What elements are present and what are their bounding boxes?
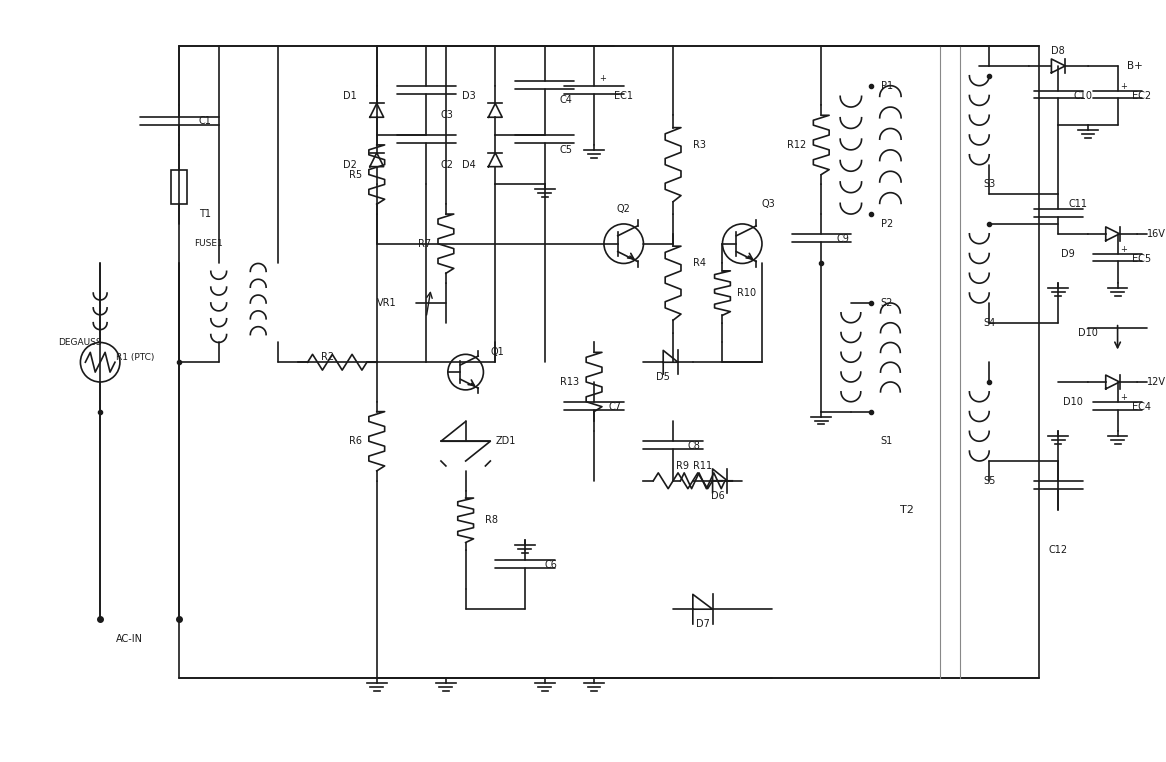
Text: EC1: EC1 xyxy=(613,91,633,101)
Text: C9: C9 xyxy=(836,234,849,244)
Text: EC4: EC4 xyxy=(1132,402,1151,411)
Text: P2: P2 xyxy=(880,219,893,229)
Text: R9: R9 xyxy=(676,461,689,471)
Text: C3: C3 xyxy=(441,110,454,120)
Text: S1: S1 xyxy=(880,437,893,447)
Text: D9: D9 xyxy=(1061,248,1075,258)
Text: +: + xyxy=(1121,82,1128,91)
Text: R4: R4 xyxy=(693,258,705,268)
Text: R6: R6 xyxy=(349,437,361,447)
Text: C7: C7 xyxy=(609,402,621,411)
Bar xyxy=(171,170,187,204)
Text: VR1: VR1 xyxy=(377,298,396,308)
Text: D1: D1 xyxy=(343,91,357,101)
Text: C10: C10 xyxy=(1073,91,1093,101)
Text: C8: C8 xyxy=(688,441,701,451)
Text: D5: D5 xyxy=(656,372,670,382)
Text: C6: C6 xyxy=(545,560,557,570)
Text: C11: C11 xyxy=(1068,199,1088,210)
Text: Q1: Q1 xyxy=(491,347,504,357)
Text: R1 (PTC): R1 (PTC) xyxy=(115,353,154,362)
Text: S4: S4 xyxy=(983,318,996,328)
Text: D8: D8 xyxy=(1052,46,1066,56)
Text: R3: R3 xyxy=(693,140,705,150)
Text: +: + xyxy=(599,74,606,83)
Text: D10: D10 xyxy=(1079,328,1098,338)
Text: S5: S5 xyxy=(983,475,996,485)
Text: Q2: Q2 xyxy=(617,204,631,214)
Text: R13: R13 xyxy=(560,377,580,387)
Text: R8: R8 xyxy=(485,515,498,525)
Text: D10: D10 xyxy=(1063,397,1083,407)
Text: D3: D3 xyxy=(462,91,476,101)
Text: C1: C1 xyxy=(199,117,212,126)
Text: B+: B+ xyxy=(1128,61,1143,71)
Text: R10: R10 xyxy=(737,288,757,298)
Text: AC-IN: AC-IN xyxy=(117,634,143,644)
Text: C12: C12 xyxy=(1048,545,1068,555)
Text: R12: R12 xyxy=(787,140,807,150)
Text: FUSE1: FUSE1 xyxy=(194,239,223,248)
Text: DEGAUSS: DEGAUSS xyxy=(58,338,103,347)
Text: Q3: Q3 xyxy=(763,199,775,210)
Text: S2: S2 xyxy=(880,298,893,308)
Text: T1: T1 xyxy=(199,209,211,219)
Text: D2: D2 xyxy=(343,160,357,170)
Text: +: + xyxy=(1121,392,1128,402)
Text: C5: C5 xyxy=(560,145,573,155)
Text: R5: R5 xyxy=(349,170,361,180)
Text: 12V: 12V xyxy=(1147,377,1166,387)
Text: R7: R7 xyxy=(417,239,431,248)
Text: +: + xyxy=(1121,245,1128,254)
Text: D4: D4 xyxy=(462,160,476,170)
Text: D6: D6 xyxy=(710,491,724,501)
Text: 16V: 16V xyxy=(1147,229,1166,239)
Text: EC2: EC2 xyxy=(1132,91,1152,101)
Text: C2: C2 xyxy=(441,160,454,170)
Text: D7: D7 xyxy=(696,619,710,629)
Text: T2: T2 xyxy=(900,505,914,515)
Text: R2: R2 xyxy=(321,352,333,362)
Text: S3: S3 xyxy=(983,179,996,190)
Text: EC5: EC5 xyxy=(1132,254,1152,264)
Text: C4: C4 xyxy=(560,95,573,105)
Text: ZD1: ZD1 xyxy=(496,437,515,447)
Text: R11: R11 xyxy=(693,461,712,471)
Text: P1: P1 xyxy=(880,81,893,91)
